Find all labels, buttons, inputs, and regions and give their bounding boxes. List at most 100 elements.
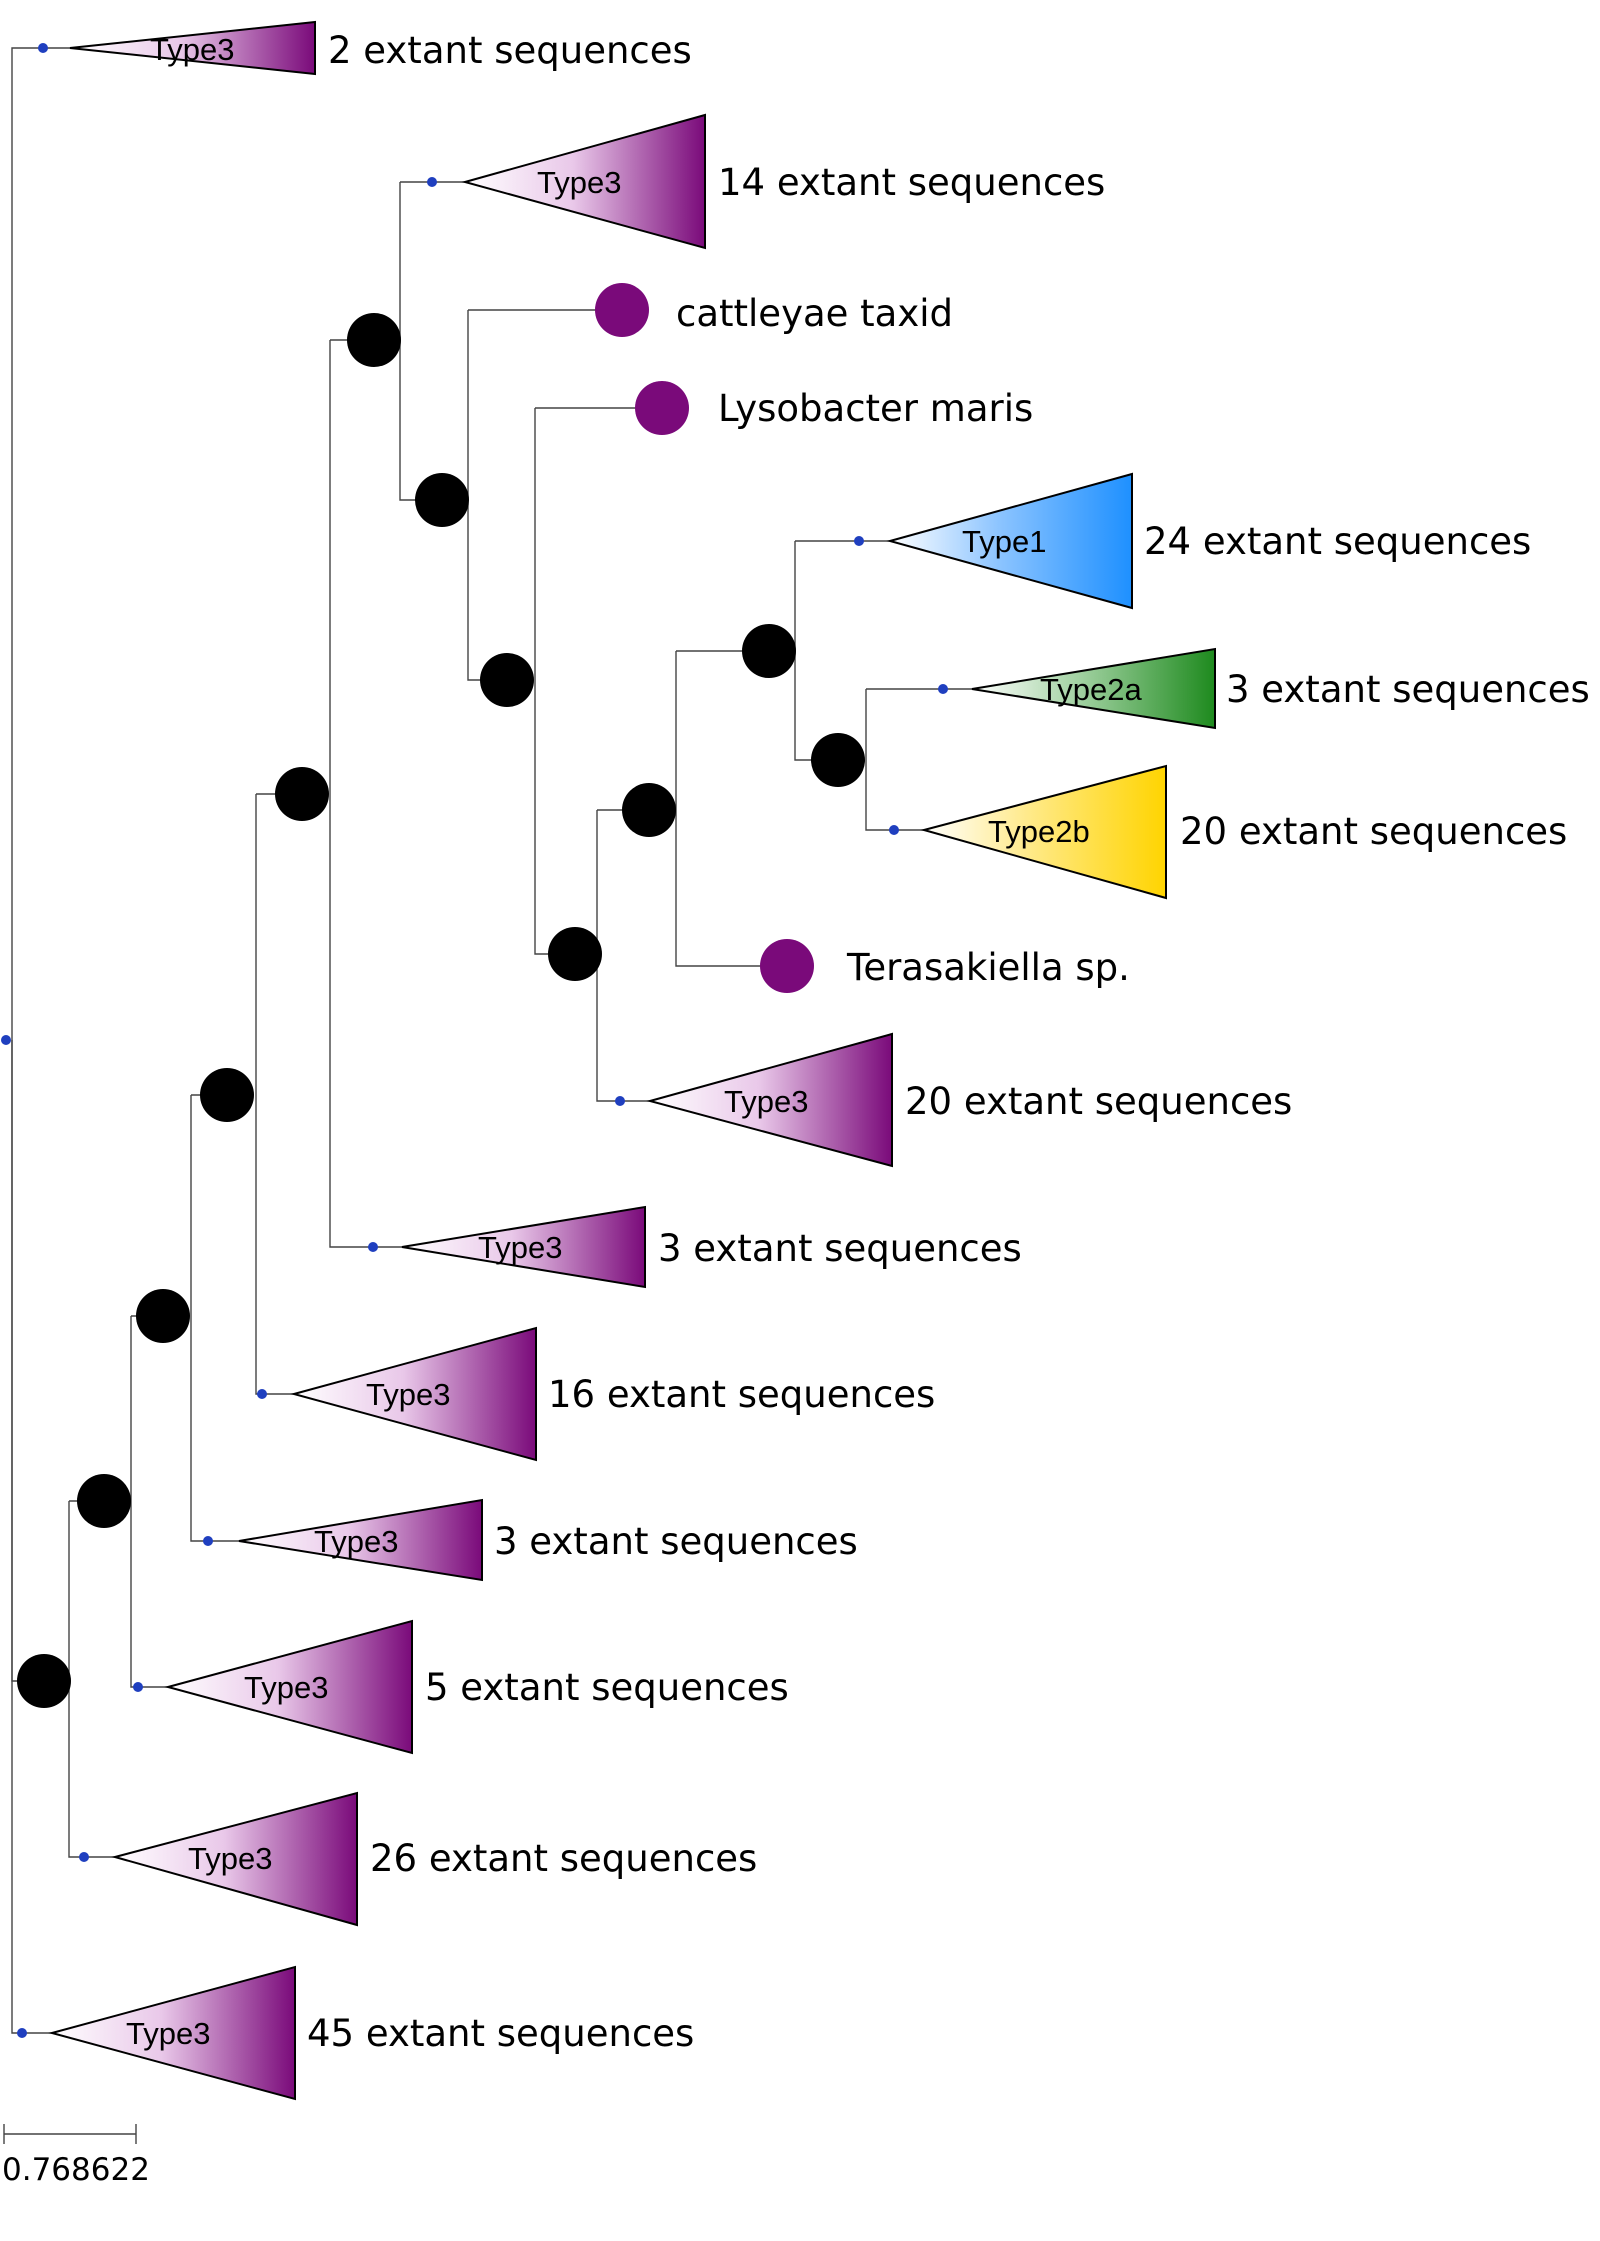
leaf-nodes: cattleyae taxid Lysobacter maris Terasak… <box>595 283 1130 993</box>
leaf-l2[interactable]: Lysobacter maris <box>635 381 1033 435</box>
clade-triangle <box>48 1965 296 2101</box>
clade-triangle <box>290 1326 537 1462</box>
clade-c12[interactable]: Type3 45 extant sequences <box>48 1965 694 2101</box>
leaf-label: Lysobacter maris <box>718 387 1033 430</box>
clade-triangle <box>238 1498 483 1582</box>
internal-node[interactable] <box>136 1289 190 1343</box>
clade-triangle <box>111 1791 358 1927</box>
leaf-l3[interactable]: Terasakiella sp. <box>760 939 1130 993</box>
clade-c7[interactable]: Type3 3 extant sequences <box>401 1205 1022 1289</box>
collapse-dot[interactable] <box>203 1536 213 1546</box>
internal-node[interactable] <box>480 653 534 707</box>
internal-node[interactable] <box>77 1474 131 1528</box>
internal-node[interactable] <box>347 313 401 367</box>
collapse-dot[interactable] <box>854 536 864 546</box>
clade-count-label: 24 extant sequences <box>1144 520 1531 563</box>
clade-name: Type2b <box>988 814 1090 849</box>
clade-count-label: 5 extant sequences <box>425 1666 789 1709</box>
clade-c9[interactable]: Type3 3 extant sequences <box>238 1498 858 1582</box>
clade-c2[interactable]: Type3 14 extant sequences <box>461 113 1105 250</box>
clade-triangle <box>69 20 316 76</box>
clade-count-label: 3 extant sequences <box>658 1227 1022 1270</box>
branch-n2 <box>130 1315 163 1688</box>
collapse-dot[interactable] <box>38 43 48 53</box>
scale-bar: 0.768622 <box>2 2124 150 2188</box>
clade-triangle <box>461 113 706 250</box>
clade-count-label: 3 extant sequences <box>494 1520 858 1563</box>
leaf-marker <box>635 381 689 435</box>
clade-name: Type3 <box>244 1670 328 1705</box>
internal-nodes <box>17 313 865 1708</box>
collapse-dot[interactable] <box>257 1389 267 1399</box>
clade-count-label: 26 extant sequences <box>370 1837 757 1880</box>
clade-c11[interactable]: Type3 26 extant sequences <box>111 1791 757 1927</box>
clade-c8[interactable]: Type3 16 extant sequences <box>290 1326 935 1462</box>
clade-count-label: 16 extant sequences <box>548 1373 935 1416</box>
clade-c5[interactable]: Type2b 20 extant sequences <box>920 764 1567 900</box>
collapse-dot[interactable] <box>889 825 899 835</box>
branch-n7 <box>467 309 622 681</box>
root-dot[interactable] <box>1 1035 11 1045</box>
clade-triangle <box>164 1619 413 1755</box>
internal-node[interactable] <box>17 1654 71 1708</box>
clade-name: Type3 <box>126 2016 210 2051</box>
scale-bar-value: 0.768622 <box>2 2152 150 2188</box>
collapse-dot[interactable] <box>79 1852 89 1862</box>
clade-c4[interactable]: Type2a 3 extant sequences <box>971 647 1590 730</box>
branch-n9 <box>596 809 649 1102</box>
branch-n5 <box>329 339 374 1248</box>
clade-count-label: 14 extant sequences <box>718 161 1105 204</box>
clade-name: Type3 <box>724 1084 808 1119</box>
leaf-label: Terasakiella sp. <box>846 946 1130 989</box>
internal-node[interactable] <box>742 624 796 678</box>
collapse-dot[interactable] <box>368 1242 378 1252</box>
collapse-dots <box>1 43 948 2038</box>
clade-count-label: 20 extant sequences <box>905 1080 1292 1123</box>
clade-c10[interactable]: Type3 5 extant sequences <box>164 1619 789 1755</box>
scale-bar-line <box>3 2124 137 2144</box>
clade-name: Type3 <box>150 32 234 67</box>
collapse-dot[interactable] <box>615 1096 625 1106</box>
clade-count-label: 3 extant sequences <box>1226 668 1590 711</box>
clade-triangle <box>646 1032 893 1168</box>
collapse-dot[interactable] <box>427 177 437 187</box>
clade-name: Type3 <box>478 1230 562 1265</box>
internal-node[interactable] <box>200 1068 254 1122</box>
collapsed-clades: Type3 2 extant sequences Type3 14 extant… <box>48 20 1590 2101</box>
leaf-marker <box>595 283 649 337</box>
clade-name: Type3 <box>188 1841 272 1876</box>
internal-node[interactable] <box>622 783 676 837</box>
clade-count-label: 20 extant sequences <box>1180 810 1567 853</box>
internal-node[interactable] <box>275 767 329 821</box>
clade-triangle <box>886 472 1133 610</box>
branch-n12 <box>865 688 943 831</box>
leaf-label: cattleyae taxid <box>676 292 953 335</box>
clade-c6[interactable]: Type3 20 extant sequences <box>646 1032 1292 1168</box>
clade-name: Type3 <box>314 1524 398 1559</box>
clade-count-label: 2 extant sequences <box>328 29 692 72</box>
clade-c1[interactable]: Type3 2 extant sequences <box>69 20 692 76</box>
clade-name: Type2a <box>1040 672 1142 707</box>
collapse-dot[interactable] <box>938 684 948 694</box>
branch-n3 <box>190 1094 227 1542</box>
branch-n8 <box>534 407 662 955</box>
leaf-l1[interactable]: cattleyae taxid <box>595 283 953 337</box>
collapse-dot[interactable] <box>17 2028 27 2038</box>
collapse-dot[interactable] <box>133 1682 143 1692</box>
leaf-marker <box>760 939 814 993</box>
branch-n1 <box>68 1500 104 1858</box>
clade-c3[interactable]: Type1 24 extant sequences <box>886 472 1531 610</box>
branch-n11 <box>794 540 859 761</box>
clade-triangle <box>920 764 1167 900</box>
branches <box>11 47 972 2034</box>
clade-name: Type3 <box>537 165 621 200</box>
branch-root <box>11 47 43 2034</box>
internal-node[interactable] <box>811 733 865 787</box>
internal-node[interactable] <box>415 473 469 527</box>
clade-count-label: 45 extant sequences <box>307 2012 694 2055</box>
branch-n10 <box>675 650 787 967</box>
internal-node[interactable] <box>548 927 602 981</box>
clade-name: Type1 <box>962 524 1046 559</box>
branch-n6 <box>399 181 442 501</box>
